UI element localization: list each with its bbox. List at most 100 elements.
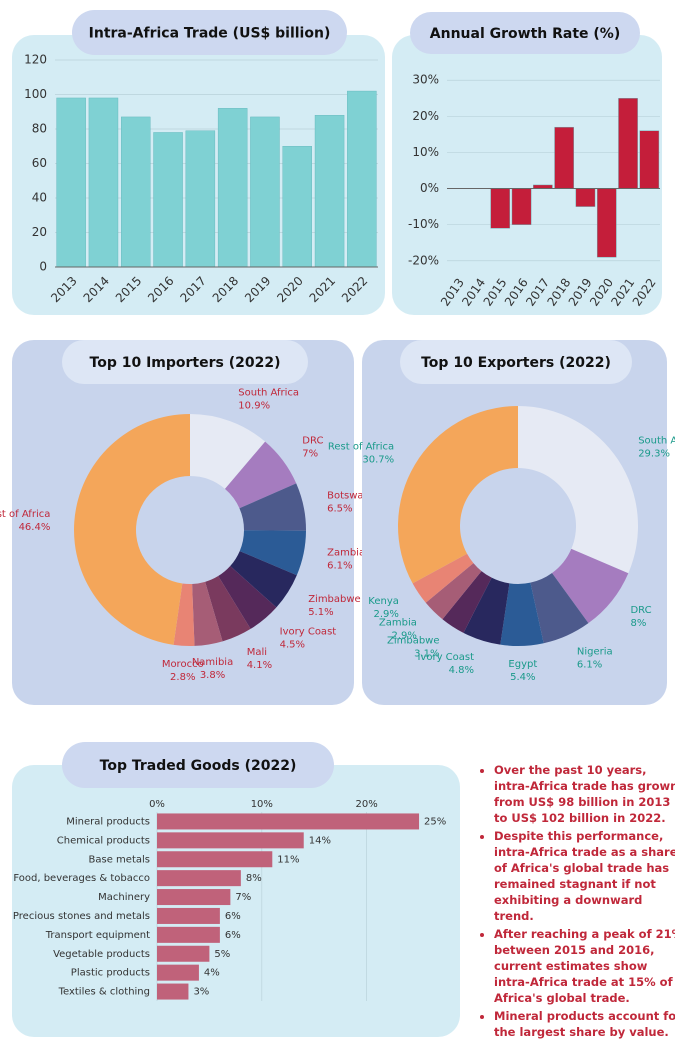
bar: [157, 813, 420, 830]
y-tick-label: 20%: [412, 109, 439, 123]
bar: [88, 97, 119, 268]
segment-label: Namibia: [192, 657, 233, 668]
y-tick-label: 120: [24, 53, 47, 67]
donut-segment: [552, 548, 629, 624]
note: After reaching a peak of 21% between 201…: [494, 926, 675, 1006]
donut-segment: [224, 441, 297, 509]
y-tick-label: 40: [32, 191, 47, 205]
bar: [157, 964, 199, 981]
bar: [157, 832, 304, 849]
y-tick-label: 0%: [420, 181, 439, 195]
donut-segment: [218, 566, 277, 629]
chart-title: Top 10 Importers (2022): [90, 355, 281, 371]
x-tick-label: 0%: [149, 799, 165, 810]
title-pill: [400, 340, 632, 384]
category-label: Mineral products: [66, 816, 150, 827]
bar: [217, 108, 248, 268]
notes: Over the past 10 years, intra-Africa tra…: [478, 762, 675, 1042]
y-tick-label: 0: [39, 260, 47, 274]
segment-label: Mali: [247, 647, 267, 658]
bar: [511, 188, 532, 225]
bar: [618, 98, 638, 189]
segment-label: Kenya: [368, 596, 399, 607]
bar: [314, 114, 345, 268]
value-label: 3%: [193, 987, 209, 998]
donut-segment: [442, 571, 492, 633]
segment-value: 10.9%: [238, 401, 270, 412]
segment-value: 6.1%: [577, 659, 602, 670]
value-label: 5%: [214, 949, 230, 960]
segment-label: Zimbabwe: [308, 594, 361, 605]
segment-value: 30.7%: [362, 454, 394, 465]
category-label: Vegetable products: [53, 949, 150, 960]
note: Mineral products account for the largest…: [494, 1008, 675, 1040]
donut-segment: [190, 414, 266, 489]
donut-segment: [412, 553, 474, 603]
value-label: 14%: [309, 835, 331, 846]
donut-segment: [500, 582, 544, 647]
segment-value: 3.8%: [200, 670, 225, 681]
bar: [157, 889, 231, 906]
segment-value: 5.4%: [510, 672, 535, 683]
bar: [347, 90, 377, 268]
segment-value: 4.1%: [247, 660, 272, 671]
title-pill: [62, 742, 334, 788]
segment-value: 3.1%: [414, 649, 439, 660]
segment-value: 6.5%: [327, 504, 352, 515]
bar: [157, 926, 220, 943]
category-label: Base metals: [89, 854, 150, 865]
segment-label: Ivory Coast: [280, 627, 337, 638]
segment-label: Ivory Coast: [417, 652, 474, 663]
value-label: 25%: [424, 816, 446, 827]
value-label: 6%: [225, 930, 241, 941]
bar: [282, 146, 312, 268]
bar: [153, 132, 183, 268]
note: Over the past 10 years, intra-Africa tra…: [494, 762, 675, 826]
segment-label: Zambia: [327, 547, 365, 558]
bar: [639, 130, 660, 189]
segment-label: DRC: [302, 435, 323, 446]
segment-value: 4.8%: [449, 665, 474, 676]
segment-label: South Africa: [638, 436, 675, 447]
y-tick-label: 20: [32, 225, 47, 239]
segment-label: Egypt: [508, 659, 537, 670]
segment-label: Zimbabwe: [387, 636, 440, 647]
bar: [596, 188, 617, 258]
category-label: Transport equipment: [45, 930, 150, 941]
x-tick-label: 20%: [356, 799, 378, 810]
note: Despite this performance, intra-Africa t…: [494, 828, 675, 924]
donut-segment: [74, 414, 190, 645]
category-label: Textiles & clothing: [58, 987, 150, 998]
x-tick-label: 10%: [251, 799, 273, 810]
bar: [157, 907, 220, 924]
y-tick-label: 100: [24, 87, 47, 101]
segment-label: Nigeria: [577, 646, 613, 657]
panel: [392, 35, 662, 315]
chart-title: Intra-Africa Trade (US$ billion): [89, 26, 331, 42]
category-label: Machinery: [98, 892, 150, 903]
y-tick-label: -10%: [408, 217, 439, 231]
segment-value: 2.9%: [391, 631, 416, 642]
donut-segment: [192, 581, 223, 646]
y-tick-label: 80: [32, 122, 47, 136]
donut-segment: [239, 530, 306, 576]
donut-segment: [173, 583, 195, 647]
donut-segment: [230, 551, 297, 608]
segment-value: 46.4%: [19, 522, 51, 533]
donut-segment: [530, 572, 589, 644]
value-label: 8%: [246, 873, 262, 884]
y-tick-label: 30%: [412, 73, 439, 87]
segment-label: DRC: [630, 605, 651, 616]
value-label: 6%: [225, 911, 241, 922]
donut-segment: [463, 577, 510, 645]
bar: [157, 851, 273, 868]
bar: [157, 870, 241, 887]
y-tick-label: -20%: [408, 253, 439, 267]
chart-title: Top 10 Exporters (2022): [421, 355, 611, 371]
panel: [12, 765, 460, 1037]
segment-value: 29.3%: [638, 449, 670, 460]
segment-value: 2.8%: [170, 672, 195, 683]
bar: [56, 97, 86, 268]
segment-label: Rest of Africa: [328, 441, 394, 452]
segment-label: Zambia: [379, 618, 417, 629]
